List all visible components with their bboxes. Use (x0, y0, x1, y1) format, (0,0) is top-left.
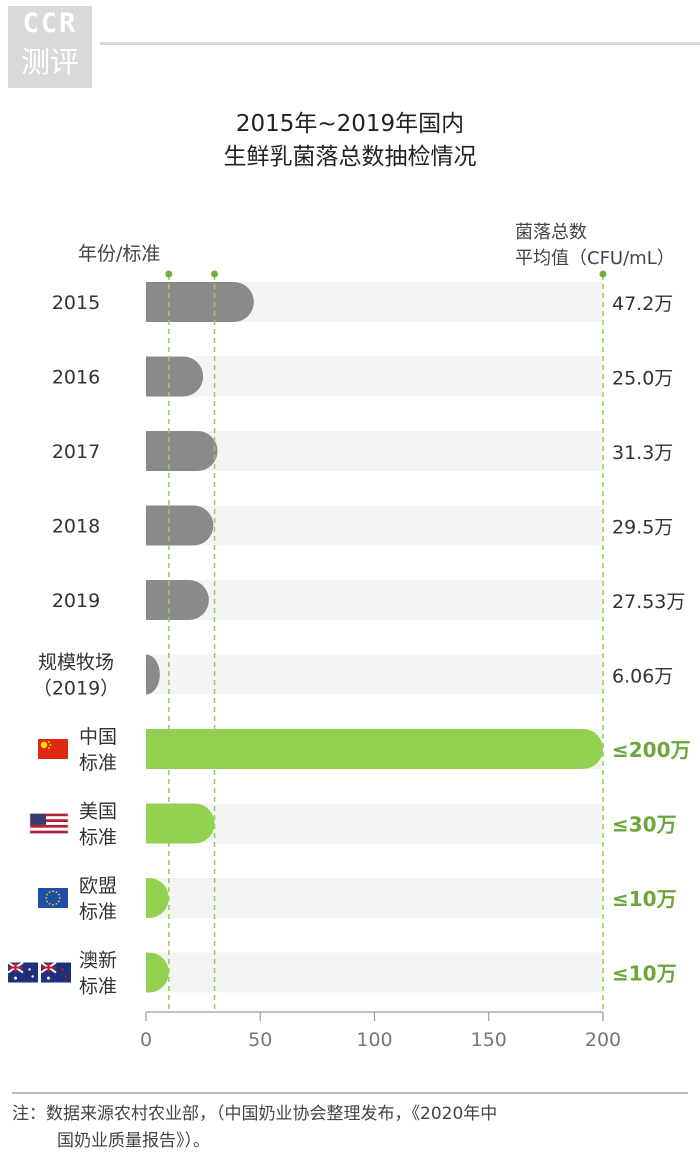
source-note-line1: 注：数据来源农村农业部，（中国奶业协会整理发布，《2020年中 (12, 1104, 498, 1124)
bar-track (146, 803, 603, 844)
bar-track (146, 654, 603, 695)
value-label: ≤200万 (612, 738, 691, 762)
bar-2 (146, 431, 218, 471)
category-label: 2017 (52, 441, 100, 463)
ccr-logo: CCR 测评 (8, 6, 92, 88)
bar-6 (146, 729, 603, 769)
bar-track (146, 952, 603, 993)
bar-8 (146, 878, 169, 918)
category-label-line2: 标准 (79, 976, 117, 998)
value-label: 29.5万 (612, 517, 673, 539)
x-tick-label: 200 (585, 1029, 621, 1051)
bar-5 (146, 654, 160, 695)
reference-dot (599, 270, 607, 278)
bar-3 (146, 505, 214, 546)
category-label-line2: 标准 (79, 827, 117, 849)
logo-text-review: 测评 (20, 45, 79, 79)
x-tick-label: 100 (356, 1029, 392, 1051)
category-label: 2015 (52, 292, 100, 314)
bar-track (146, 356, 603, 397)
category-label: 2016 (52, 367, 100, 389)
value-label: 27.53万 (612, 591, 685, 613)
value-label: 25.0万 (612, 368, 673, 390)
china-flag (38, 739, 68, 759)
bar-4 (146, 580, 209, 620)
category-label-line1: 欧盟 (79, 875, 117, 897)
source-note: 注：数据来源农村农业部，（中国奶业协会整理发布，《2020年中 国奶业质量报告》… (12, 1101, 692, 1155)
australia-newzealand-flag (7, 961, 71, 983)
value-label: ≤30万 (612, 813, 677, 837)
value-label: 31.3万 (612, 442, 673, 464)
category-label-line2: 标准 (79, 901, 117, 923)
bar-0 (146, 282, 254, 322)
eu-flag (38, 888, 68, 908)
x-tick-label: 50 (248, 1029, 272, 1051)
x-tick-label: 0 (140, 1029, 152, 1051)
category-label-line1: 中国 (79, 726, 117, 748)
source-note-line2: 国奶业质量报告》）。 (57, 1131, 210, 1151)
chart-title-line2: 生鲜乳菌落总数抽检情况 (223, 144, 477, 170)
value-label: 47.2万 (612, 293, 673, 315)
category-label-line1: 美国 (79, 801, 117, 823)
value-header-line1: 菌落总数 (515, 222, 587, 243)
bar-9 (146, 952, 169, 993)
value-label: 6.06万 (612, 666, 673, 688)
header-divider (100, 42, 700, 45)
category-label-line1: 澳新 (79, 950, 117, 972)
value-column-header: 菌落总数 平均值（CFU/mL） (515, 220, 675, 272)
bar-track (146, 505, 603, 546)
value-label: ≤10万 (612, 887, 677, 911)
bar-1 (146, 356, 204, 397)
value-header-line2: 平均值（CFU/mL） (515, 248, 675, 269)
footer-divider (12, 1092, 688, 1094)
reference-dot (211, 270, 219, 278)
chart-title-line1: 2015年~2019年国内 (235, 111, 465, 137)
bar-chart: 2015 47.2万 2016 25.0万 2017 31.3万 2018 29.5万 2019… (7, 270, 691, 1051)
category-label: 2019 (52, 590, 100, 612)
category-label-line1: 规模牧场 (38, 652, 114, 674)
category-label: 2018 (52, 516, 100, 538)
bar-track (146, 878, 603, 918)
category-axis-header: 年份/标准 (78, 243, 161, 265)
bar-track (146, 431, 603, 471)
bar-7 (146, 803, 215, 844)
category-label-line2: 标准 (79, 752, 117, 774)
category-label-line2: （2019） (33, 678, 119, 700)
x-tick-label: 150 (471, 1029, 507, 1051)
usa-flag (29, 813, 69, 834)
logo-text-ccr: CCR (22, 8, 78, 39)
chart-title: 2015年~2019年国内 生鲜乳菌落总数抽检情况 (0, 108, 700, 174)
bar-track (146, 580, 603, 620)
reference-dot (165, 270, 173, 278)
value-label: ≤10万 (612, 962, 677, 986)
